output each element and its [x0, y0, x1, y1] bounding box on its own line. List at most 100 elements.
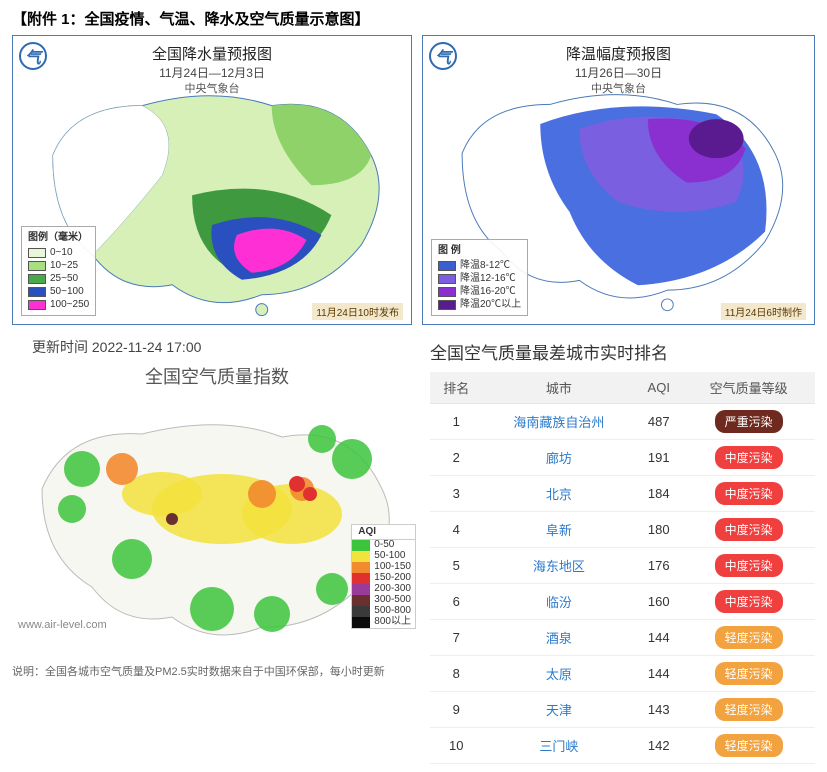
legend-swatch: [438, 274, 456, 284]
table-row: 1海南藏族自治州487严重污染: [430, 404, 815, 440]
aqi-map-title: 全国空气质量指数: [12, 363, 422, 389]
table-row: 8太原144轻度污染: [430, 656, 815, 692]
legend-label: 300-500: [370, 595, 415, 606]
legend-swatch: [352, 584, 370, 595]
cell-city: 三门峡: [482, 728, 635, 764]
cell-city: 廊坊: [482, 440, 635, 476]
precip-legend: 图例（毫米） 0~1010~2525~5050~100100~250: [21, 226, 96, 316]
cell-level: 中度污染: [682, 476, 815, 512]
cell-rank: 3: [430, 476, 482, 512]
cell-rank: 9: [430, 692, 482, 728]
table-row: 9 天津 143轻度污染: [430, 692, 815, 728]
aqi-legend-header: AQI: [352, 525, 415, 541]
cell-level: 中度污染: [682, 548, 815, 584]
cell-city: 天津: [482, 692, 635, 728]
precip-legend-row: 25~50: [28, 272, 89, 285]
cell-level: 轻度污染: [682, 692, 815, 728]
legend-swatch: [352, 562, 370, 573]
legend-label: 800以上: [370, 617, 415, 628]
cell-level: 中度污染: [682, 440, 815, 476]
cell-level: 轻度污染: [682, 620, 815, 656]
aqi-update-time: 更新时间 2022-11-24 17:00: [32, 337, 422, 357]
table-row: 6临汾160中度污染: [430, 584, 815, 620]
city-link[interactable]: 三门峡: [539, 739, 578, 754]
aqi-legend-row: 800以上: [352, 617, 415, 628]
precip-legend-row: 50~100: [28, 285, 89, 298]
legend-label: 100~250: [50, 298, 89, 311]
legend-swatch: [28, 248, 46, 258]
cell-level: 中度污染: [682, 512, 815, 548]
col-aqi: AQI: [635, 372, 682, 404]
cell-rank: 4: [430, 512, 482, 548]
city-link[interactable]: 酒泉: [546, 631, 572, 646]
bottom-row: 更新时间 2022-11-24 17:00 全国空气质量指数: [12, 333, 815, 764]
temp-map-daterange: 11月26日—30日: [423, 65, 814, 82]
cell-city: 海东地区: [482, 548, 635, 584]
precip-map-title: 全国降水量预报图: [13, 44, 411, 65]
legend-label: 150-200: [370, 573, 415, 584]
cell-aqi: 144: [635, 656, 682, 692]
temp-issue-time: 11月24日6时制作: [721, 303, 806, 320]
legend-label: 25~50: [50, 272, 78, 285]
table-row: 10 三门峡 142 轻度污染: [430, 728, 815, 764]
temp-legend-row: 降温12-16℃: [438, 272, 521, 285]
cell-aqi: 176: [635, 548, 682, 584]
precip-map-daterange: 11月24日—12月3日: [13, 65, 411, 82]
temperature-drop-map-card: 气 降温幅度预报图 11月26日—30日 中央气象台 图 例 降温8-12℃降温…: [422, 35, 815, 325]
legend-label: 降温20℃以上: [460, 298, 521, 311]
cell-city: 海南藏族自治州: [482, 404, 635, 440]
city-link[interactable]: 临汾: [546, 595, 572, 610]
aqi-note: 说明：全国各城市空气质量及PM2.5实时数据来自于中国环保部，每小时更新: [12, 663, 422, 679]
page-title: 【附件 1：全国疫情、气温、降水及空气质量示意图】: [12, 8, 815, 29]
rank-table: 排名 城市 AQI 空气质量等级 1海南藏族自治州487严重污染2廊坊191中度…: [430, 372, 815, 764]
cell-rank: 5: [430, 548, 482, 584]
table-row: 3北京184中度污染: [430, 476, 815, 512]
legend-swatch: [352, 551, 370, 562]
legend-swatch: [352, 573, 370, 584]
cell-aqi: 143: [635, 692, 682, 728]
cell-level: 严重污染: [682, 404, 815, 440]
aqi-legend: AQI 0-5050-100100-150150-200200-300300-5…: [351, 524, 416, 630]
temp-map-title: 降温幅度预报图: [423, 44, 814, 65]
city-link[interactable]: 海南藏族自治州: [513, 415, 604, 430]
precip-legend-row: 0~10: [28, 246, 89, 259]
temp-legend-row: 降温20℃以上: [438, 298, 521, 311]
city-link[interactable]: 太原: [546, 667, 572, 682]
legend-label: 50-100: [370, 551, 409, 562]
city-link[interactable]: 海东地区: [533, 559, 585, 574]
legend-swatch: [438, 261, 456, 271]
table-row: 5 海东地区 176 中度污染: [430, 548, 815, 584]
precip-legend-row: 10~25: [28, 259, 89, 272]
cell-rank: 10: [430, 728, 482, 764]
precip-legend-title: 图例（毫米）: [28, 231, 89, 244]
level-badge: 轻度污染: [715, 734, 783, 757]
legend-swatch: [352, 540, 370, 551]
legend-label: 10~25: [50, 259, 78, 272]
level-badge: 严重污染: [715, 410, 783, 433]
table-row: 2廊坊191中度污染: [430, 440, 815, 476]
legend-label: 降温12-16℃: [460, 272, 516, 285]
precip-legend-row: 100~250: [28, 298, 89, 311]
cell-city: 阜新: [482, 512, 635, 548]
cell-rank: 6: [430, 584, 482, 620]
level-badge: 中度污染: [715, 482, 783, 505]
cell-level: 中度污染: [682, 584, 815, 620]
cell-city: 酒泉: [482, 620, 635, 656]
cell-rank: 2: [430, 440, 482, 476]
level-badge: 中度污染: [715, 554, 783, 577]
city-link[interactable]: 北京: [546, 487, 572, 502]
col-level: 空气质量等级: [682, 372, 815, 404]
city-link[interactable]: 廊坊: [546, 451, 572, 466]
cell-rank: 8: [430, 656, 482, 692]
city-link[interactable]: 天津: [546, 703, 572, 718]
col-rank: 排名: [430, 372, 482, 404]
level-badge: 中度污染: [715, 446, 783, 469]
legend-swatch: [438, 300, 456, 310]
cell-city: 临汾: [482, 584, 635, 620]
legend-swatch: [352, 606, 370, 617]
legend-label: 降温8-12℃: [460, 259, 510, 272]
cell-aqi: 142: [635, 728, 682, 764]
city-link[interactable]: 阜新: [546, 523, 572, 538]
legend-label: 50~100: [50, 285, 84, 298]
legend-label: 0~10: [50, 246, 73, 259]
